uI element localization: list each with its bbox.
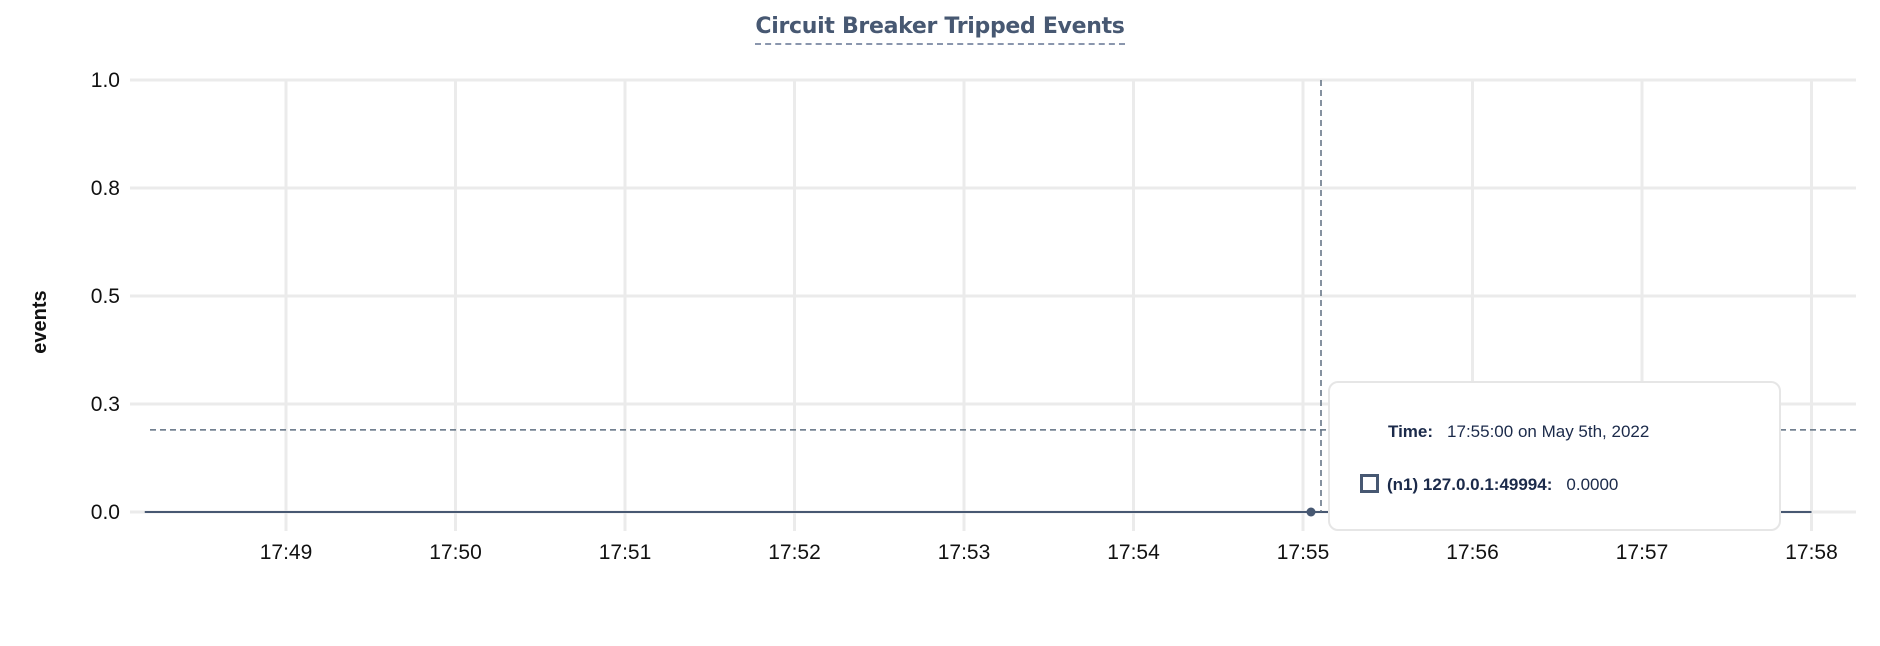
x-tick-label: 17:52	[768, 541, 821, 564]
series-swatch-icon	[1360, 474, 1379, 493]
tooltip-time-value: 17:55:00 on May 5th, 2022	[1447, 422, 1650, 441]
y-tick-label: 1.0	[91, 69, 120, 92]
x-tick-label: 17:54	[1107, 541, 1160, 564]
chart-title-text[interactable]: Circuit Breaker Tripped Events	[755, 14, 1125, 45]
tooltip-time-label: Time:	[1388, 422, 1434, 441]
chart-tooltip: Time: 17:55:00 on May 5th, 2022 (n1) 127.…	[1328, 381, 1781, 531]
x-tick-label: 17:58	[1785, 541, 1838, 564]
hover-point	[1306, 507, 1316, 517]
y-tick-label: 0.5	[91, 285, 120, 308]
y-tick-label: 0.3	[91, 393, 120, 416]
x-tick-label: 17:49	[260, 541, 313, 564]
y-tick-label: 0.0	[91, 501, 120, 524]
x-tick-label: 17:57	[1616, 541, 1669, 564]
x-tick-label: 17:56	[1446, 541, 1499, 564]
y-tick-label: 0.8	[91, 177, 120, 200]
x-tick-label: 17:55	[1277, 541, 1330, 564]
x-tick-label: 17:50	[429, 541, 482, 564]
x-tick-label: 17:51	[599, 541, 652, 564]
tooltip-series-value: 0.0000	[1566, 475, 1619, 494]
chart-title[interactable]: Circuit Breaker Tripped Events	[0, 14, 1880, 45]
x-tick-label: 17:53	[938, 541, 991, 564]
y-axis-label: events	[29, 290, 51, 353]
tooltip-series-label: (n1) 127.0.0.1:49994:	[1387, 475, 1553, 494]
